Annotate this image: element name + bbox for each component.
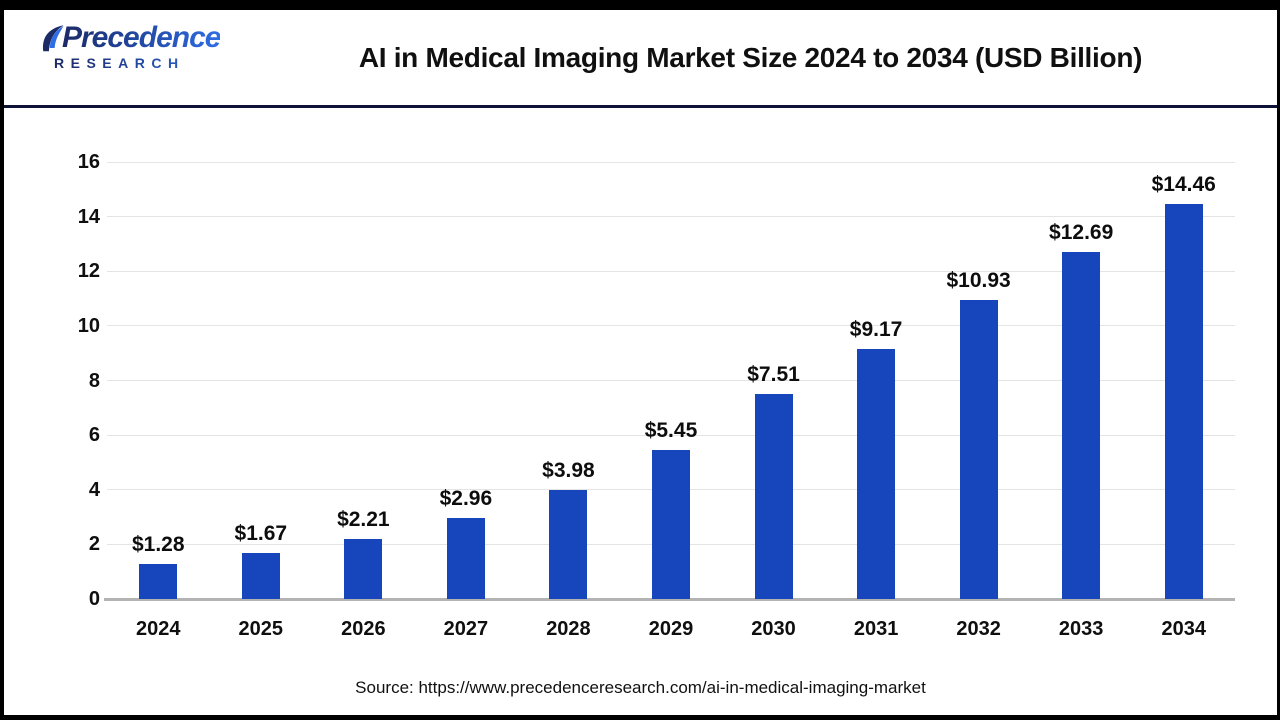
bar-group: $2.96 2027 xyxy=(415,162,518,640)
y-tick-label: 2 xyxy=(88,533,100,556)
bar-value-label: $5.45 xyxy=(644,419,698,443)
brand-logo: Precedence RESEARCH xyxy=(40,22,230,71)
bar-group: $9.17 2031 xyxy=(825,162,928,640)
x-tick-label: 2034 xyxy=(1161,618,1206,640)
gridline xyxy=(107,161,1235,163)
y-tick-label: 14 xyxy=(77,205,100,228)
gridline xyxy=(107,380,1235,381)
bar-2028 xyxy=(549,490,588,599)
bar-value-label: $2.96 xyxy=(439,487,493,511)
bar-2034 xyxy=(1164,204,1203,599)
bar-2024 xyxy=(139,564,178,599)
bar-value-label: $3.98 xyxy=(542,459,595,483)
gridline xyxy=(107,216,1235,218)
bar-2026 xyxy=(344,538,383,599)
bar-2032 xyxy=(959,300,998,599)
x-tick-label: 2027 xyxy=(443,618,489,640)
bar-value-label: $9.17 xyxy=(849,317,903,341)
y-tick-label: 4 xyxy=(88,478,100,501)
header: Precedence RESEARCH AI in Medical Imagin… xyxy=(4,10,1277,108)
y-tick-label: 16 xyxy=(77,151,100,173)
brand-subtitle: RESEARCH xyxy=(54,55,230,71)
bar-group: $5.45 2029 xyxy=(620,162,723,640)
x-tick-label: 2029 xyxy=(648,618,694,640)
bar-2033 xyxy=(1062,252,1101,599)
gridline xyxy=(107,434,1235,436)
bar-2029 xyxy=(651,450,690,599)
bar-2031 xyxy=(857,348,896,599)
x-axis-line xyxy=(104,598,1235,601)
bar-group: $3.98 2028 xyxy=(517,162,620,640)
y-tick-label: 10 xyxy=(77,314,100,337)
x-tick-label: 2028 xyxy=(546,618,591,640)
bar-group: $12.69 2033 xyxy=(1030,162,1133,640)
bar-group: $14.46 2034 xyxy=(1132,162,1235,640)
leaf-icon xyxy=(43,25,64,52)
bar-group: $7.51 2030 xyxy=(722,162,825,640)
bar-value-label: $14.46 xyxy=(1151,173,1216,197)
bar-value-label: $7.51 xyxy=(747,362,800,386)
brand-name: Precedence xyxy=(62,21,221,54)
x-tick-label: 2033 xyxy=(1058,618,1104,640)
x-tick-label: 2024 xyxy=(136,618,181,640)
bar-2025 xyxy=(241,553,280,599)
gridline xyxy=(107,325,1235,327)
x-tick-label: 2032 xyxy=(956,618,1001,640)
gridline xyxy=(107,270,1235,272)
bar-2027 xyxy=(446,518,485,599)
bar-value-label: $10.93 xyxy=(946,269,1011,293)
chart-title: AI in Medical Imaging Market Size 2024 t… xyxy=(358,41,1143,73)
bar-value-label: $1.67 xyxy=(234,522,288,546)
x-tick-label: 2031 xyxy=(853,618,899,640)
y-tick-label: 12 xyxy=(77,260,100,283)
y-tick-label: 6 xyxy=(88,424,100,447)
bar-group: $1.28 2024 xyxy=(107,162,210,640)
source-line: Source: https://www.precedenceresearch.c… xyxy=(355,678,926,697)
x-tick-label: 2030 xyxy=(751,618,796,640)
bar-2030 xyxy=(754,393,793,599)
x-tick-label: 2025 xyxy=(238,618,284,640)
bar-value-label: $12.69 xyxy=(1049,221,1114,245)
x-tick-label: 2026 xyxy=(341,618,386,640)
y-axis: 0 2 4 6 8 10 12 14 16 xyxy=(34,151,100,610)
plot-area: $1.28 2024 $1.67 2025 $2.21 2026 $2.96 2027 $3.9… xyxy=(104,161,1235,640)
bar-group: $1.67 2025 xyxy=(210,162,313,640)
bar-group: $2.21 2026 xyxy=(312,162,415,640)
y-tick-label: 0 xyxy=(88,588,100,610)
bar-value-label: $1.28 xyxy=(131,533,185,557)
bar-value-label: $2.21 xyxy=(337,507,390,531)
bar-group: $10.93 2032 xyxy=(927,162,1030,640)
y-tick-label: 8 xyxy=(88,369,100,392)
